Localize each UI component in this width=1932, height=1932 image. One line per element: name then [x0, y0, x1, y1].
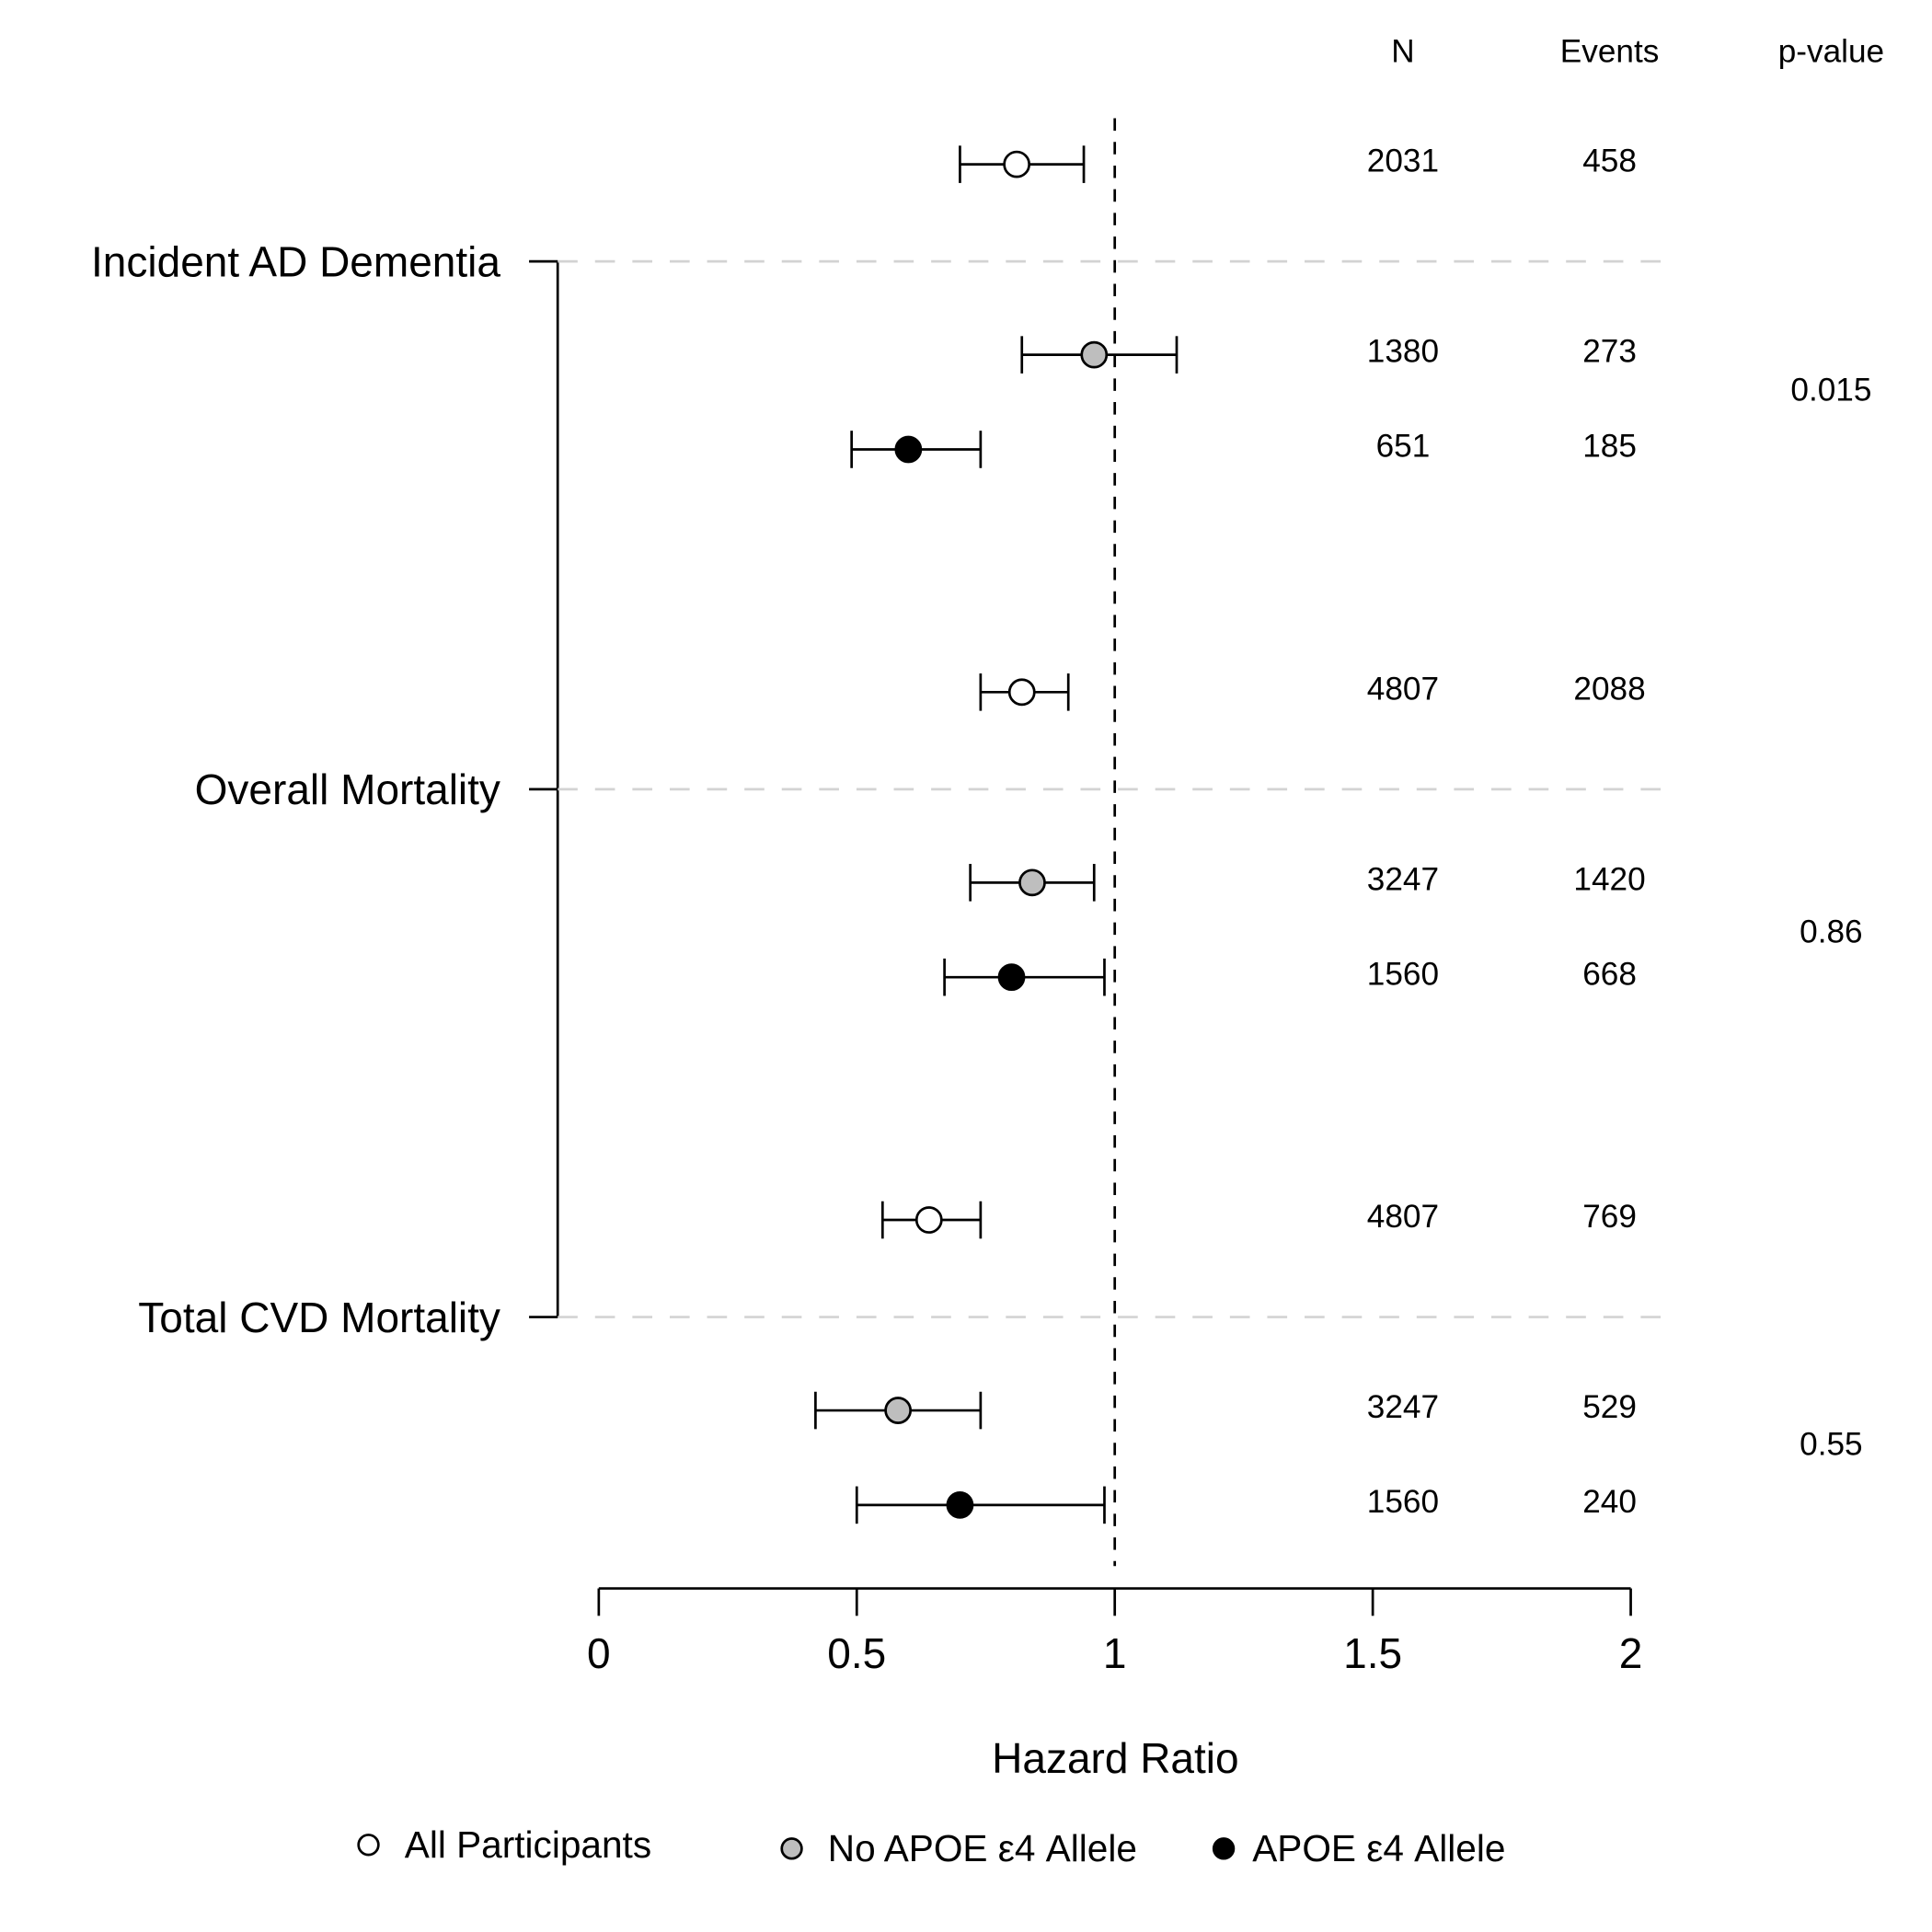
- legend-label: APOE ε4 Allele: [1252, 1827, 1505, 1869]
- hazard-ratio-point: [946, 1491, 974, 1519]
- legend-label: All Participants: [405, 1823, 651, 1866]
- hazard-ratio-point: [997, 963, 1026, 992]
- events-value: 185: [1582, 429, 1637, 465]
- hazard-ratio-point: [884, 1397, 913, 1424]
- header-events: Events: [1560, 34, 1660, 70]
- n-value: 1380: [1367, 334, 1439, 370]
- n-value: 4807: [1367, 1199, 1439, 1235]
- p-value: 0.86: [1800, 914, 1862, 949]
- events-value: 273: [1582, 334, 1637, 370]
- hazard-ratio-point: [894, 435, 923, 464]
- n-value: 1560: [1367, 1484, 1439, 1520]
- events-value: 769: [1582, 1199, 1637, 1235]
- events-value: 458: [1582, 144, 1637, 179]
- group-label: Total CVD Mortality: [138, 1294, 500, 1341]
- hazard-ratio-point: [1003, 150, 1031, 178]
- events-value: 1420: [1573, 861, 1645, 897]
- events-value: 2088: [1573, 671, 1645, 707]
- p-value: 0.55: [1800, 1427, 1862, 1463]
- legend-marker: [1212, 1837, 1236, 1860]
- x-tick-label: 1.5: [1343, 1629, 1402, 1677]
- hazard-ratio-point: [1018, 868, 1046, 897]
- n-value: 3247: [1367, 1389, 1439, 1425]
- hazard-ratio-point: [1080, 340, 1109, 369]
- legend-marker: [357, 1834, 380, 1857]
- x-tick-label: 1: [1103, 1629, 1127, 1677]
- legend-marker: [780, 1837, 803, 1860]
- hazard-ratio-point: [914, 1206, 943, 1234]
- events-value: 668: [1582, 956, 1637, 992]
- events-value: 529: [1582, 1389, 1637, 1425]
- n-value: 2031: [1367, 144, 1439, 179]
- header-p-value: p-value: [1778, 34, 1884, 70]
- n-value: 3247: [1367, 861, 1439, 897]
- x-axis-label: Hazard Ratio: [992, 1734, 1238, 1782]
- x-tick-label: 0.5: [827, 1629, 886, 1677]
- header-n: N: [1391, 34, 1414, 70]
- group-label: Incident AD Dementia: [91, 237, 500, 285]
- p-value: 0.015: [1790, 373, 1871, 408]
- n-value: 1560: [1367, 956, 1439, 992]
- events-value: 240: [1582, 1484, 1637, 1520]
- n-value: 4807: [1367, 671, 1439, 707]
- group-label: Overall Mortality: [195, 765, 500, 813]
- n-value: 651: [1376, 429, 1431, 465]
- x-tick-label: 2: [1619, 1629, 1643, 1677]
- hazard-ratio-point: [1007, 678, 1036, 707]
- legend-label: No APOE ε4 Allele: [828, 1827, 1137, 1869]
- x-tick-label: 0: [587, 1629, 611, 1677]
